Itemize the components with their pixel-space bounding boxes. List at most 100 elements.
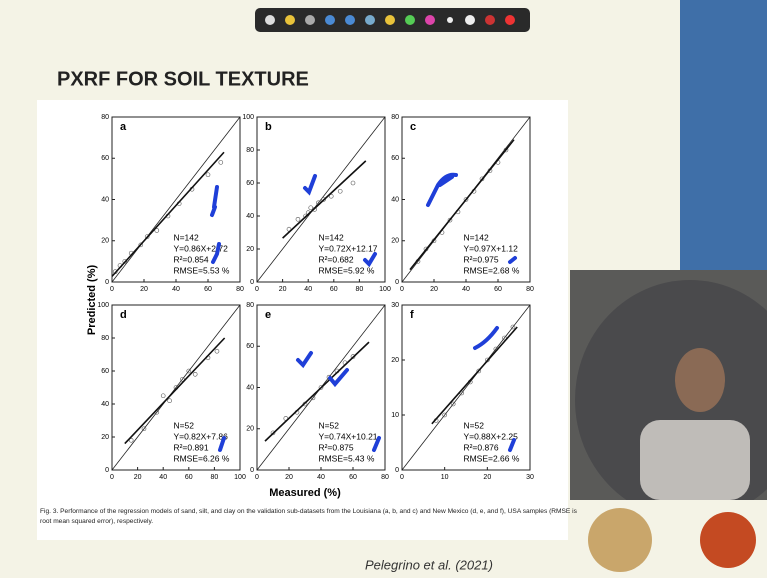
stat-text: N=52 [463, 420, 484, 430]
panel-label: b [265, 121, 272, 133]
stat-text: N=142 [318, 232, 344, 242]
y-tick-label: 10 [391, 412, 399, 419]
y-tick-label: 80 [101, 335, 109, 342]
x-tick-label: 100 [234, 474, 246, 481]
stat-text: R²=0.891 [173, 442, 208, 452]
x-tick-label: 60 [494, 286, 502, 293]
x-tick-label: 20 [134, 474, 142, 481]
stat-text: RMSE=5.53 % [173, 265, 229, 275]
x-tick-label: 0 [400, 474, 404, 481]
x-tick-label: 20 [140, 286, 148, 293]
x-tick-label: 80 [356, 286, 364, 293]
stat-text: RMSE=6.26 % [173, 453, 229, 463]
stat-text: N=52 [173, 420, 194, 430]
y-tick-label: 60 [246, 343, 254, 350]
stat-text: RMSE=2.68 % [463, 265, 519, 275]
stat-text: R²=0.876 [463, 442, 498, 452]
y-tick-label: 40 [246, 384, 254, 391]
presenter-head [675, 348, 725, 412]
x-tick-label: 40 [172, 286, 180, 293]
x-tick-label: 30 [526, 474, 534, 481]
stat-text: Y=0.88X+2.25 [463, 431, 518, 441]
x-tick-label: 0 [110, 286, 114, 293]
footer-citation: Pelegrino et al. (2021) [365, 557, 493, 572]
y-tick-label: 40 [246, 213, 254, 220]
x-tick-label: 10 [441, 474, 449, 481]
stat-text: Y=0.82X+7.86 [173, 431, 228, 441]
y-tick-label: 100 [242, 114, 254, 121]
stat-text: RMSE=5.43 % [318, 453, 374, 463]
y-tick-label: 40 [101, 401, 109, 408]
x-tick-label: 0 [255, 474, 259, 481]
y-tick-label: 60 [246, 180, 254, 187]
stat-text: RMSE=2.66 % [463, 453, 519, 463]
y-tick-label: 0 [105, 467, 109, 474]
panel-label: f [410, 309, 414, 321]
x-tick-label: 80 [211, 474, 219, 481]
y-tick-label: 0 [395, 279, 399, 286]
slide-title: PXRF FOR SOIL TEXTURE [57, 68, 309, 90]
y-tick-label: 40 [101, 196, 109, 203]
x-tick-label: 60 [349, 474, 357, 481]
page: PXRF FOR SOIL TEXTURE Predicted (%) Meas… [0, 0, 767, 578]
x-tick-label: 20 [279, 286, 287, 293]
y-tick-label: 60 [391, 155, 399, 162]
x-tick-label: 0 [400, 286, 404, 293]
stat-text: R²=0.875 [318, 442, 353, 452]
panel-label: d [120, 309, 127, 321]
x-tick-label: 20 [430, 286, 438, 293]
x-tick-label: 60 [185, 474, 193, 481]
stat-text: R²=0.682 [318, 254, 353, 264]
stat-text: N=52 [318, 420, 339, 430]
y-tick-label: 20 [246, 246, 254, 253]
y-tick-label: 30 [391, 302, 399, 309]
x-tick-label: 0 [255, 286, 259, 293]
y-tick-label: 80 [391, 114, 399, 121]
x-tick-label: 20 [285, 474, 293, 481]
stat-text: N=142 [173, 232, 199, 242]
x-tick-label: 40 [462, 286, 470, 293]
y-tick-label: 0 [250, 467, 254, 474]
y-tick-label: 80 [246, 302, 254, 309]
stat-text: Y=0.74X+10.21 [318, 431, 377, 441]
nptel-logo [700, 512, 756, 568]
y-tick-label: 0 [250, 279, 254, 286]
y-tick-label: 80 [246, 147, 254, 154]
stat-text: RMSE=5.92 % [318, 265, 374, 275]
side-strip [680, 0, 767, 300]
y-axis-label: Predicted (%) [86, 265, 98, 336]
x-tick-label: 40 [304, 286, 312, 293]
x-tick-label: 40 [159, 474, 167, 481]
y-tick-label: 60 [101, 155, 109, 162]
x-tick-label: 80 [381, 474, 389, 481]
y-tick-label: 20 [101, 238, 109, 245]
y-tick-label: 0 [105, 279, 109, 286]
x-tick-label: 40 [317, 474, 325, 481]
y-tick-label: 0 [395, 467, 399, 474]
stat-text: N=142 [463, 232, 489, 242]
stat-text: Y=0.97X+1.12 [463, 243, 518, 253]
stat-text: Y=0.72X+12.17 [318, 243, 377, 253]
x-tick-label: 100 [379, 286, 391, 293]
y-tick-label: 20 [246, 426, 254, 433]
x-tick-label: 20 [483, 474, 491, 481]
y-tick-label: 20 [391, 357, 399, 364]
y-tick-label: 60 [101, 368, 109, 375]
x-tick-label: 80 [236, 286, 244, 293]
y-tick-label: 80 [101, 114, 109, 121]
iit-logo [588, 508, 652, 572]
caption-line: root mean squared error), respectively. [40, 518, 153, 525]
x-tick-label: 0 [110, 474, 114, 481]
presenter-body [640, 420, 750, 500]
screen: PXRF FOR SOIL TEXTURE Predicted (%) Meas… [0, 0, 767, 578]
x-tick-label: 80 [526, 286, 534, 293]
x-tick-label: 60 [330, 286, 338, 293]
stat-text: R²=0.975 [463, 254, 498, 264]
y-tick-label: 100 [97, 302, 109, 309]
x-tick-label: 60 [204, 286, 212, 293]
y-tick-label: 40 [391, 196, 399, 203]
panel-label: c [410, 121, 416, 133]
caption-line: Fig. 3. Performance of the regression mo… [40, 508, 578, 515]
x-axis-label: Measured (%) [269, 487, 341, 499]
y-tick-label: 20 [391, 238, 399, 245]
